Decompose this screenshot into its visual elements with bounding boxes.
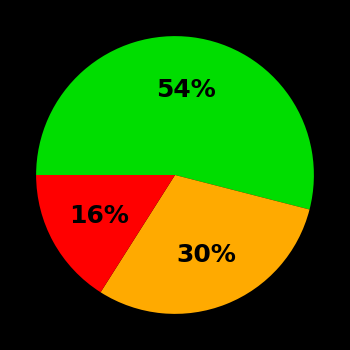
Wedge shape [36,36,314,210]
Text: 30%: 30% [177,243,237,267]
Text: 54%: 54% [156,78,216,102]
Text: 16%: 16% [70,204,130,229]
Wedge shape [36,175,175,292]
Wedge shape [100,175,309,314]
